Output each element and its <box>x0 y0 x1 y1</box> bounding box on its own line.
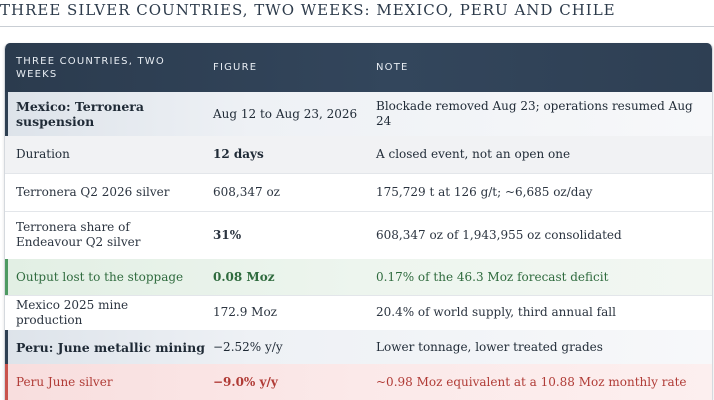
table-row-peru-silver: Peru June silver −9.0% y/y ~0.98 Moz equ… <box>5 364 712 400</box>
row-figure: −2.52% y/y <box>213 339 283 354</box>
table-row-mexico-production: Mexico 2025 mine production 172.9 Moz 20… <box>5 295 712 331</box>
page-title: THREE SILVER COUNTRIES, TWO WEEKS: MEXIC… <box>0 1 616 19</box>
row-note: 20.4% of world supply, third annual fall <box>376 305 616 319</box>
row-label: Terronera Q2 2026 silver <box>16 184 170 199</box>
row-figure: 172.9 Moz <box>213 305 278 319</box>
row-label: Terronera share of Endeavour Q2 silver <box>16 220 141 249</box>
row-note: Lower tonnage, lower treated grades <box>376 339 603 354</box>
row-label: Peru June silver <box>16 374 113 389</box>
header-figure: FIGURE <box>213 62 258 73</box>
row-note: 175,729 t at 126 g/t; ~6,685 oz/day <box>376 184 593 199</box>
row-label: Mexico 2025 mine production <box>16 297 129 327</box>
row-label: Peru: June metallic mining <box>16 339 205 355</box>
table-row-terronera-share: Terronera share of Endeavour Q2 silver 3… <box>5 211 712 260</box>
row-label: Mexico: Terronera suspension <box>16 99 144 129</box>
table-row-terronera-silver: Terronera Q2 2026 silver 608,347 oz 175,… <box>5 173 712 212</box>
table-row-peru-section: Peru: June metallic mining −2.52% y/y Lo… <box>5 330 712 365</box>
row-note: ~0.98 Moz equivalent at a 10.88 Moz mont… <box>376 374 687 389</box>
data-table: THREE COUNTRIES, TWO WEEKS FIGURE NOTE M… <box>4 43 713 400</box>
row-figure: 12 days <box>213 147 264 161</box>
row-figure: 0.08 Moz <box>213 269 275 284</box>
row-figure: 608,347 oz <box>213 184 280 199</box>
header-note: NOTE <box>376 62 409 73</box>
row-note: Blockade removed Aug 23; operations resu… <box>376 99 693 128</box>
row-figure: 31% <box>213 227 242 242</box>
row-label: Duration <box>16 147 70 161</box>
row-note: A closed event, not an open one <box>376 147 571 161</box>
title-divider <box>0 26 714 27</box>
table-row-duration: Duration 12 days A closed event, not an … <box>5 136 712 174</box>
row-note: 0.17% of the 46.3 Moz forecast deficit <box>376 269 609 284</box>
table-row-output-lost: Output lost to the stoppage 0.08 Moz 0.1… <box>5 259 712 296</box>
row-note: 608,347 oz of 1,943,955 oz consolidated <box>376 227 622 242</box>
table-row-mexico-section: Mexico: Terronera suspension Aug 12 to A… <box>5 92 712 137</box>
header-countries: THREE COUNTRIES, TWO WEEKS <box>16 55 165 80</box>
row-figure: −9.0% y/y <box>213 374 278 389</box>
row-label: Output lost to the stoppage <box>16 269 184 284</box>
row-figure: Aug 12 to Aug 23, 2026 <box>213 106 358 121</box>
table-header: THREE COUNTRIES, TWO WEEKS FIGURE NOTE <box>5 43 712 92</box>
